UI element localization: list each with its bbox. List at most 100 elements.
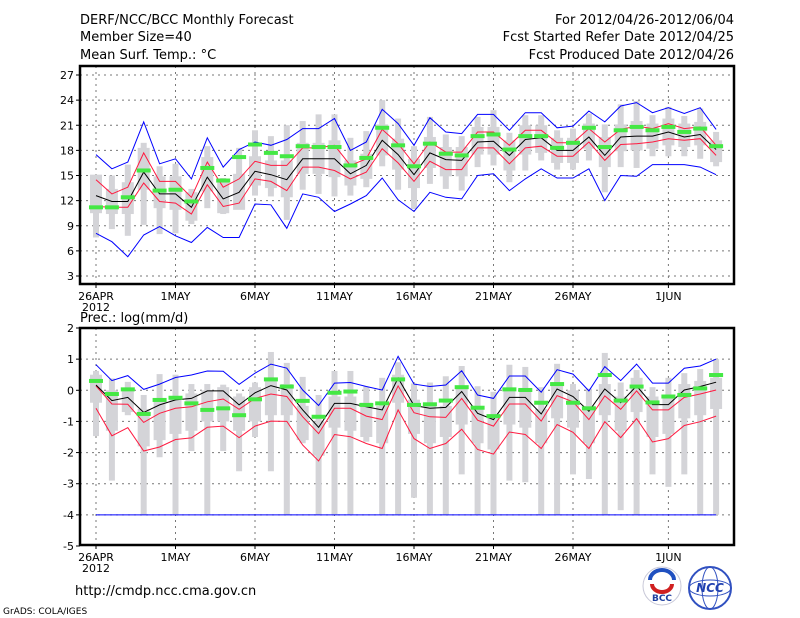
ensemble-whisker: [474, 386, 481, 515]
ensemble-whisker: [601, 352, 608, 515]
ensemble-box: [264, 380, 277, 416]
ensemble-whisker: [395, 362, 402, 515]
y-tick-label: 3: [67, 270, 74, 283]
observed-marker: [518, 134, 533, 139]
x-tick-label: 26MAY: [555, 551, 592, 564]
x-tick-label: 6MAY: [240, 551, 270, 564]
observed-marker: [120, 195, 135, 200]
ensemble-whisker: [554, 363, 561, 515]
observed-marker: [343, 389, 358, 394]
observed-marker: [216, 406, 231, 411]
observed-marker: [327, 145, 342, 150]
observed-marker: [677, 129, 692, 134]
observed-marker: [550, 382, 565, 387]
observed-marker: [279, 384, 294, 389]
observed-marker: [486, 414, 501, 419]
ensemble-box: [121, 390, 134, 413]
observed-marker: [693, 386, 708, 391]
observed-marker: [375, 125, 390, 130]
forecast-period: For 2012/04/26-2012/06/04: [555, 13, 734, 28]
ensemble-whisker: [681, 373, 688, 475]
y-tick-label: 24: [60, 94, 74, 107]
ensemble-box: [360, 402, 373, 437]
ensemble-whisker: [347, 370, 354, 515]
observed-marker: [168, 395, 183, 400]
ncc-logo: NCC: [688, 566, 732, 610]
ensemble-box: [153, 399, 166, 441]
series-lower-line: [95, 138, 717, 215]
x-tick-label: 26APR: [78, 290, 114, 303]
observed-marker: [407, 402, 421, 407]
observed-marker: [438, 398, 453, 403]
observed-marker: [232, 413, 247, 418]
ensemble-whisker: [570, 384, 576, 475]
series-upper-line: [95, 123, 717, 199]
observed-marker: [136, 168, 151, 173]
observed-marker: [232, 155, 247, 160]
observed-marker: [645, 400, 660, 405]
y-tick-label: 1: [67, 353, 74, 366]
observed-marker: [677, 392, 692, 397]
series-mean-line: [95, 377, 717, 429]
observed-marker: [709, 144, 724, 149]
source-url[interactable]: http://cmdp.ncc.cma.gov.cn: [75, 584, 256, 599]
ensemble-box: [201, 390, 214, 422]
x-tick-label: 21MAY: [475, 290, 512, 303]
observed-marker: [661, 124, 676, 129]
observed-marker: [534, 400, 549, 405]
ensemble-box: [296, 405, 309, 441]
plot-frame: [78, 326, 736, 547]
y-tick-label: -4: [63, 509, 74, 522]
ensemble-whisker: [697, 369, 704, 515]
ensemble-whisker: [442, 376, 449, 515]
precipitation-chart: -5 -4 -3 -2 -1 0 1 2 26APR 1MAY 6MAY 11MAY 16MAY 21MA…: [63, 322, 736, 575]
ensemble-whisker: [538, 387, 545, 515]
observed-marker: [248, 142, 262, 147]
ensemble-box: [662, 396, 675, 434]
figure-title: DERF/NCC/BCC Monthly Forecast: [80, 13, 294, 28]
observed-marker: [248, 397, 262, 402]
observed-marker: [613, 398, 628, 403]
observed-marker: [104, 205, 119, 210]
observed-marker: [279, 154, 294, 159]
series-min-line: [95, 164, 717, 258]
ensemble-box: [694, 121, 707, 146]
observed-marker: [407, 164, 421, 169]
y-tick-label: -5: [63, 540, 74, 553]
svg-text:BCC: BCC: [652, 594, 672, 604]
ensemble-whisker: [283, 362, 290, 515]
ensemble-box: [487, 415, 500, 450]
ensemble-box: [90, 174, 102, 214]
observed-marker: [422, 402, 437, 407]
observed-marker: [120, 387, 135, 392]
observed-marker: [486, 132, 501, 137]
bcc-logo: BCC: [642, 566, 682, 606]
y-tick-label: 6: [67, 245, 74, 258]
ensemble-box: [328, 396, 341, 428]
x-year-label: 2012: [82, 562, 110, 575]
observed-marker: [534, 134, 549, 139]
ensemble-box: [169, 396, 182, 434]
observed-marker: [581, 125, 596, 130]
observed-marker: [263, 377, 278, 382]
y-tick-label: 18: [60, 144, 74, 157]
ensemble-whisker: [617, 382, 624, 511]
observed-marker: [470, 405, 485, 410]
ensemble-box: [471, 126, 484, 155]
ensemble-box: [392, 374, 405, 403]
ensemble-whisker: [411, 383, 417, 498]
ensemble-box: [503, 390, 516, 425]
x-tick-label: 21MAY: [475, 551, 512, 564]
x-tick-label: 11MAY: [316, 551, 353, 564]
series-mean-line: [95, 131, 717, 209]
observed-marker: [263, 150, 278, 155]
ensemble-box: [567, 390, 579, 428]
ensemble-box: [598, 136, 611, 168]
observed-marker: [89, 205, 103, 210]
observed-marker: [200, 165, 215, 170]
ensemble-box: [344, 396, 357, 431]
observed-marker: [359, 155, 374, 160]
x-year-label: 2012: [82, 301, 110, 314]
observed-marker: [104, 392, 119, 397]
